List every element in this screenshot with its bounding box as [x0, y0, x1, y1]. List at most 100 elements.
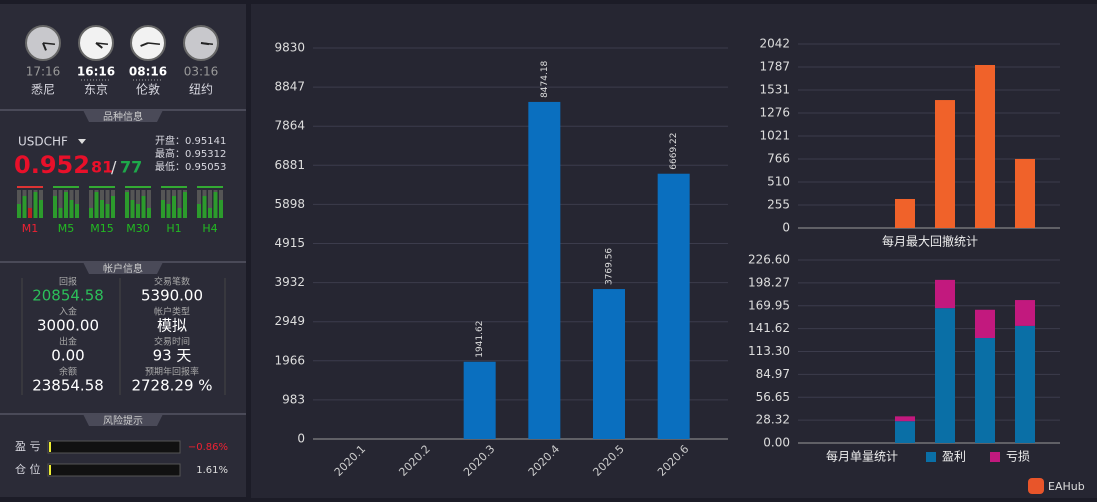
meter-bg — [64, 190, 68, 192]
bar-segment — [975, 338, 995, 443]
meter-bar — [58, 208, 63, 218]
meter-bar — [105, 204, 110, 218]
bar — [895, 198, 915, 228]
y-tick-label: 226.60 — [748, 253, 790, 267]
bar — [463, 361, 496, 439]
meter-bg — [69, 190, 74, 200]
meter-bg — [22, 190, 27, 196]
meter-bar — [125, 192, 129, 218]
y-tick-label: 4915 — [274, 236, 305, 250]
meter-bg — [183, 190, 187, 192]
value-label: 6669.22 — [669, 133, 679, 170]
y-tick-label: 2042 — [759, 37, 790, 51]
price-low: 最低：0.95053 — [155, 160, 226, 173]
price-high: 最高：0.95312 — [155, 147, 226, 160]
meter-bar — [89, 208, 93, 218]
meter-bg — [219, 190, 223, 200]
y-tick-label: 0.00 — [763, 436, 790, 450]
timeframe: H1 — [166, 222, 181, 235]
bar — [975, 64, 995, 228]
meter-bg — [166, 190, 171, 204]
meter-bar — [141, 196, 146, 218]
y-tick-label: 5898 — [274, 197, 305, 211]
risk-label: 仓 位 — [15, 462, 41, 476]
account-value: 23854.58 — [32, 377, 104, 395]
meter-bg — [33, 190, 38, 192]
y-tick-label: 1531 — [759, 83, 790, 97]
meter-bg — [141, 190, 146, 196]
clock-city: 伦敦 — [136, 82, 160, 97]
account-label: 交易时间 — [154, 336, 190, 348]
account-value: 5390.00 — [141, 287, 203, 305]
meter-bar — [208, 208, 212, 218]
meter-bg — [172, 190, 176, 196]
meter-bg — [75, 190, 79, 204]
watermark-icon — [1028, 478, 1044, 494]
y-tick-label: 766 — [767, 151, 790, 165]
meter-bar — [183, 192, 187, 218]
meter-bar — [147, 208, 151, 218]
y-tick-label: 2949 — [274, 314, 305, 328]
meter-bar — [136, 204, 140, 218]
clock-city: 悉尼 — [31, 83, 55, 97]
price-ask: 77 — [120, 158, 142, 177]
x-axis-label: 每月单量统计 — [826, 449, 898, 464]
y-tick-label: 1021 — [759, 129, 790, 143]
meter-bg — [177, 190, 182, 208]
section-title: 帐户信息 — [103, 262, 143, 275]
meter-bar — [53, 196, 57, 218]
bar-segment — [935, 279, 955, 309]
clock-time: 08:16 — [129, 65, 167, 79]
meter-bar — [69, 200, 74, 218]
y-tick-label: 169.95 — [748, 298, 790, 312]
meter-bg — [105, 190, 110, 204]
meter-bg — [17, 190, 21, 204]
clock-minute-hand — [147, 42, 161, 46]
meter-bg — [208, 190, 212, 208]
y-tick-label: 6881 — [274, 158, 305, 172]
y-tick-label: 8847 — [274, 80, 305, 94]
y-tick-label: 510 — [767, 175, 790, 189]
watermark: EAHub — [1048, 480, 1085, 493]
y-tick-label: 0 — [297, 432, 305, 446]
bar — [528, 101, 561, 440]
price-bid: 81 — [91, 158, 113, 177]
clock-city: 纽约 — [189, 82, 213, 97]
risk-value: −0.86% — [188, 442, 228, 453]
timeframe: M15 — [90, 222, 114, 235]
account-label: 余额 — [59, 366, 77, 378]
legend-swatch — [926, 452, 936, 462]
meter-bar — [39, 200, 43, 218]
timeframe: H4 — [202, 222, 217, 235]
account-label: 帐户类型 — [154, 306, 190, 318]
legend-label: 亏损 — [1006, 450, 1030, 464]
risk-value: 1.61% — [196, 465, 228, 476]
account-label: 出金 — [59, 336, 77, 348]
clock-time: 17:16 — [26, 65, 61, 79]
bar-segment — [895, 421, 915, 443]
bar — [593, 289, 625, 439]
bar-segment — [895, 416, 915, 422]
y-tick-label: 1787 — [759, 59, 790, 73]
clock-city: 东京 — [84, 83, 108, 97]
y-tick-label: 198.27 — [748, 275, 790, 289]
account-value: 2728.29 % — [131, 377, 212, 395]
clock-hour-hand — [140, 42, 149, 47]
y-tick-label: 84.97 — [756, 367, 790, 381]
account-value: 93 天 — [153, 347, 192, 365]
y-tick-label: 56.65 — [756, 390, 790, 404]
timeframe: M1 — [22, 222, 39, 235]
y-tick-label: 141.62 — [748, 321, 790, 335]
meter-bg — [147, 190, 151, 208]
meter-bg — [197, 190, 201, 204]
meter-bg — [28, 190, 32, 208]
meter-bar — [161, 200, 165, 218]
bar — [1015, 158, 1035, 228]
bar-segment — [975, 309, 995, 339]
y-tick-label: 3932 — [274, 275, 305, 289]
y-tick-label: 9830 — [274, 41, 305, 55]
meter-bar — [64, 192, 68, 218]
meter-bg — [161, 190, 165, 200]
meter-bar — [172, 196, 176, 218]
y-tick-label: 983 — [282, 392, 305, 406]
